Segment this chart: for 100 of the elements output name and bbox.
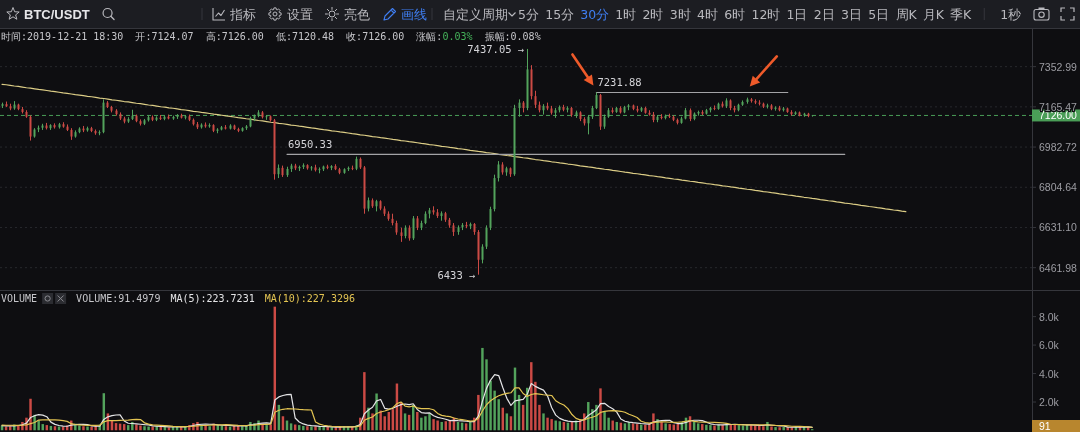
text: 5分 [518,6,539,22]
y-tick-label: 6804.64 [1039,181,1078,194]
bar [208,426,211,431]
bar [546,417,549,431]
y-tick-label: 7165.47 [1039,100,1078,113]
text: 1日 [786,6,808,22]
text: 设置 [287,6,313,22]
text: 周K [895,6,918,22]
bar [530,362,533,431]
text: 15分 [545,6,575,22]
y-tick-label: 4.0k [1039,367,1060,380]
y-tick-label: 2.0k [1039,396,1060,409]
bar [322,427,325,431]
text: 5日 [868,6,890,22]
bar [37,420,40,431]
data-label: 6950.33 [288,138,333,151]
text: MA(5):223.7231 [170,293,255,304]
text: 7437.05 → [467,42,525,55]
candlestick [29,114,32,142]
y-tick-label: 6461.98 [1039,261,1078,274]
bar [139,425,142,431]
bar [611,420,614,431]
text: 3日 [841,6,862,22]
chart-title: VOLUME [1,293,38,304]
text: 1秒 [1000,6,1022,22]
bar [151,426,154,431]
candlestick [497,160,500,182]
bar [143,426,146,431]
bar [770,426,773,431]
bar [778,427,781,431]
bar [774,427,777,431]
bar [86,426,89,431]
bar [432,419,435,431]
y-tick-label: 6631.10 [1039,221,1078,234]
text: 91 [1039,420,1051,432]
bar [668,424,671,431]
bar [782,426,785,431]
text: 3时 [669,6,691,22]
bar [363,372,366,431]
bar [371,413,374,431]
text: 6433 → [437,268,476,281]
y-tick-label: 6.0k [1039,339,1060,352]
bar [709,425,712,431]
text: 30分 [580,6,610,22]
bar [204,425,207,431]
bar [310,426,313,431]
text: 1时 [615,6,637,22]
candlestick [412,215,415,241]
y-tick-label: 7352.99 [1039,60,1078,73]
bar [542,413,545,431]
bar [762,426,765,431]
bar [78,425,81,431]
y-tick-label: 8.0k [1039,310,1060,323]
bar [436,420,439,431]
bar [420,417,423,431]
bar [424,416,427,431]
data-label: 7231.88 [597,76,642,89]
bar [603,412,606,431]
text: 亮色 [344,6,370,22]
text: 季K [950,6,972,22]
bar [318,426,321,431]
bar [265,425,268,431]
text: 自定义周期 [443,6,508,22]
text: 月K [922,6,945,22]
bar [550,419,553,431]
text: 画线 [401,6,427,22]
bar [440,421,443,431]
text: 6时 [724,6,746,22]
bar [302,425,305,431]
bar [135,424,138,431]
text: MA(10):227.3296 [264,293,355,304]
bar [428,413,431,431]
text: 时间:2019-12-21 18:30 开:7124.07 高:7126.00 低:7120.48 收:7126.00 涨幅:0.03% 振幅:0.08% [1,31,541,42]
y-tick-label: 6982.72 [1039,141,1078,154]
chart-title: BTC/USDT [24,6,90,22]
candlestick [485,224,488,250]
bar [379,410,382,431]
bar [416,412,419,431]
bar [147,426,150,431]
text: 4时 [697,6,718,22]
candlestick [481,243,484,264]
text: 2时 [642,6,664,22]
annotation: VOLUME:91.4979 [76,293,161,304]
bar [554,420,557,431]
text: 12时 [751,6,781,22]
bar [306,426,309,431]
bar [652,413,655,431]
bar [717,424,720,431]
bar [599,388,602,431]
text: 指标 [229,6,256,22]
text: 2日 [813,6,835,22]
bar [664,423,667,431]
line-series [1,387,813,428]
bar [713,425,716,431]
candlestick [489,206,492,231]
bar [705,424,708,431]
bar [82,426,85,431]
bar [481,347,484,431]
bar [90,426,93,431]
bar [375,393,378,431]
